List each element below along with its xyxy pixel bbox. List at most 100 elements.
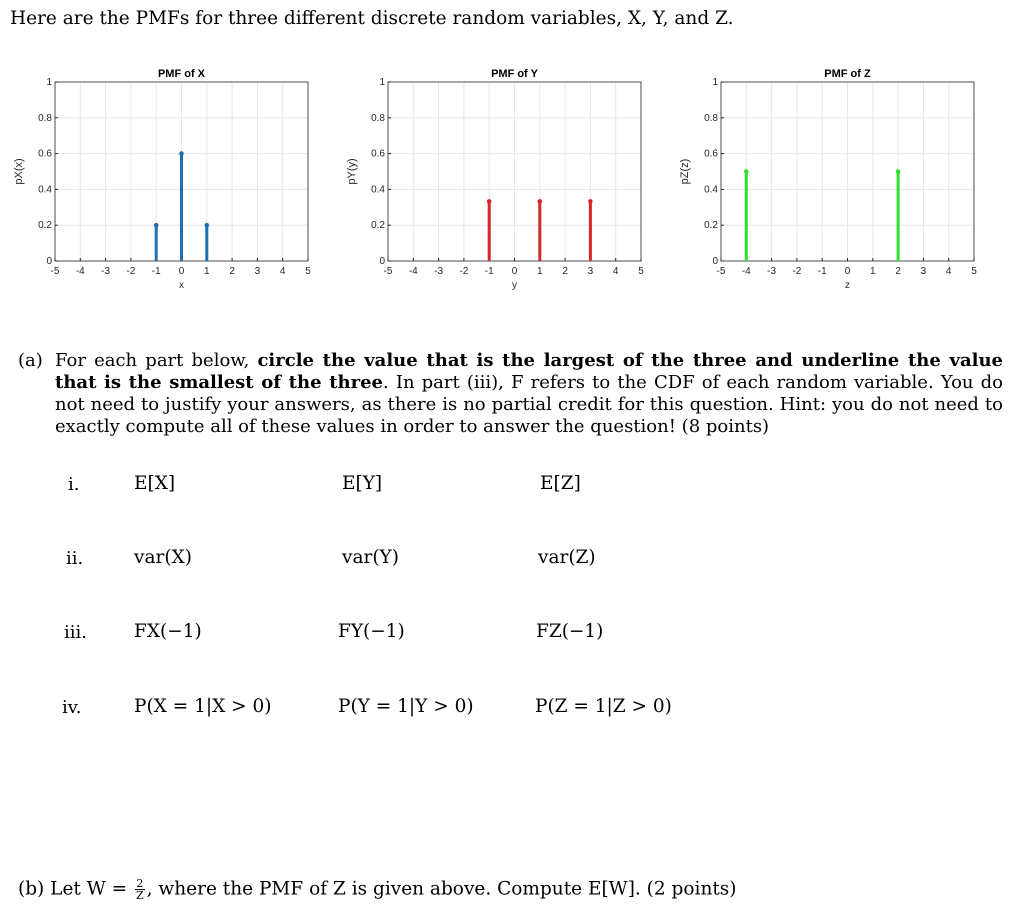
x-tick-label: -3 <box>767 266 776 277</box>
x-tick-label: -3 <box>434 266 443 277</box>
x-tick-label: -4 <box>742 266 751 277</box>
y-axis-label: pY(y) <box>346 158 358 184</box>
part-b-label: (b) <box>18 878 45 900</box>
answer-fz[interactable]: FZ(−1) <box>536 621 604 642</box>
x-tick-label: -2 <box>459 266 468 277</box>
x-tick-label: -2 <box>126 266 135 277</box>
row-i-number: i. <box>68 474 80 495</box>
stem-marker <box>537 199 543 204</box>
y-axis-label: pX(x) <box>13 158 25 184</box>
x-tick-label: -5 <box>717 266 726 277</box>
y-tick-label: 0.4 <box>38 184 52 195</box>
y-tick-label: 0.8 <box>38 113 52 124</box>
y-tick-label: 0.2 <box>704 220 718 231</box>
stem-marker <box>744 169 749 174</box>
x-tick-label: -4 <box>76 266 85 277</box>
y-tick-label: 0 <box>379 256 385 267</box>
chart-pmf-x: -5 -4 -3 -2 -1 0 1 2 3 4 5 0 0.2 0.4 0.6 0.8 1 PMF of X x p… <box>0 62 330 296</box>
part-a-text-1: For each part below, <box>55 350 258 371</box>
x-tick-label: -3 <box>101 266 110 277</box>
x-tick-label: 4 <box>280 266 286 277</box>
y-tick-label: 0.2 <box>38 220 52 231</box>
x-axis-label: x <box>179 280 184 291</box>
row-ii-number: ii. <box>66 548 84 569</box>
x-tick-label: 0 <box>845 266 851 277</box>
x-tick-label: 2 <box>895 266 901 277</box>
x-tick-label: -1 <box>818 266 827 277</box>
answer-py[interactable]: P(Y = 1|Y > 0) <box>338 696 474 717</box>
chart-pmf-y: -5 -4 -3 -2 -1 0 1 2 3 4 5 0 0.2 0.4 0.6 0.8 1 PMF of Y y p… <box>333 62 663 296</box>
chart-title: PMF of Y <box>491 68 539 80</box>
y-tick-label: 0 <box>712 256 718 267</box>
x-tick-label: 0 <box>512 266 518 277</box>
x-tick-label: 5 <box>305 266 311 277</box>
part-a: (a) For each part below, circle the valu… <box>18 350 1003 438</box>
chart-pmf-z: -5 -4 -3 -2 -1 0 1 2 3 4 5 0 0.2 0.4 0.6 0.8 1 PMF of Z z p… <box>666 62 996 296</box>
answer-px[interactable]: P(X = 1|X > 0) <box>134 696 272 717</box>
x-tick-label: 4 <box>946 266 952 277</box>
answer-ez[interactable]: E[Z] <box>540 473 581 494</box>
x-tick-label: -4 <box>409 266 418 277</box>
answer-fx[interactable]: FX(−1) <box>134 621 202 642</box>
stem-marker <box>486 199 492 204</box>
part-a-text-2: . In part (iii), F refers to the CDF of … <box>55 372 1004 437</box>
y-tick-label: 0.6 <box>371 149 385 160</box>
x-tick-label: 4 <box>613 266 619 277</box>
x-tick-label: 1 <box>870 266 876 277</box>
answer-fy[interactable]: FY(−1) <box>338 621 405 642</box>
y-tick-label: 1 <box>46 77 52 88</box>
part-b-suffix: , where the PMF of Z is given above. Com… <box>146 878 737 900</box>
x-tick-label: 3 <box>255 266 261 277</box>
stem-marker <box>179 151 184 156</box>
x-tick-label: -2 <box>792 266 801 277</box>
fraction-numerator: 2 <box>135 877 145 890</box>
answer-pz[interactable]: P(Z = 1|Z > 0) <box>535 696 672 717</box>
y-tick-label: 1 <box>379 77 385 88</box>
y-tick-label: 0.8 <box>371 113 385 124</box>
row-iv-number: iv. <box>62 697 82 718</box>
y-tick-label: 1 <box>712 77 718 88</box>
answer-var-y[interactable]: var(Y) <box>342 547 399 568</box>
x-axis-label: z <box>845 280 850 291</box>
stem-marker <box>895 169 901 174</box>
x-tick-label: 3 <box>588 266 594 277</box>
y-tick-label: 0.6 <box>704 149 718 160</box>
x-tick-label: 5 <box>638 266 644 277</box>
x-tick-label: 2 <box>562 266 568 277</box>
x-tick-label: 5 <box>971 266 977 277</box>
x-tick-label: 1 <box>537 266 543 277</box>
row-iii-number: iii. <box>64 622 87 643</box>
part-a-instructions: For each part below, circle the value th… <box>55 350 1003 438</box>
y-axis-label: pZ(z) <box>679 159 691 185</box>
y-tick-label: 0 <box>46 256 52 267</box>
fraction-denominator: Z <box>136 889 144 902</box>
intro-text: Here are the PMFs for three different di… <box>10 8 734 29</box>
y-tick-label: 0.8 <box>704 113 718 124</box>
x-tick-label: 2 <box>229 266 235 277</box>
x-axis-label: y <box>512 280 517 291</box>
x-tick-label: 0 <box>179 266 185 277</box>
x-tick-label: 3 <box>921 266 927 277</box>
chart-title: PMF of X <box>158 68 206 80</box>
x-tick-label: -5 <box>51 266 60 277</box>
x-tick-label: 1 <box>204 266 210 277</box>
answer-var-z[interactable]: var(Z) <box>538 547 596 568</box>
chart-svg: -5 -4 -3 -2 -1 0 1 2 3 4 5 0 0.2 0.4 0.6 0.8 1 PMF of Y y p… <box>346 68 644 291</box>
y-tick-label: 0.6 <box>38 149 52 160</box>
x-tick-label: -5 <box>384 266 393 277</box>
answer-ey[interactable]: E[Y] <box>342 473 383 494</box>
part-a-label: (a) <box>18 350 43 371</box>
y-tick-label: 0.4 <box>704 184 718 195</box>
answer-var-x[interactable]: var(X) <box>134 547 192 568</box>
y-tick-label: 0.4 <box>371 184 385 195</box>
chart-svg: -5 -4 -3 -2 -1 0 1 2 3 4 5 0 0.2 0.4 0.6 0.8 1 PMF of X x p… <box>13 68 311 291</box>
answer-ex[interactable]: E[X] <box>134 473 176 494</box>
part-b-prefix: Let W = <box>50 878 128 900</box>
stem-marker <box>204 222 210 228</box>
stem-marker <box>153 222 159 228</box>
x-tick-label: -1 <box>152 266 161 277</box>
x-tick-label: -1 <box>485 266 494 277</box>
chart-svg: -5 -4 -3 -2 -1 0 1 2 3 4 5 0 0.2 0.4 0.6 0.8 1 PMF of Z z p… <box>679 68 977 291</box>
chart-title: PMF of Z <box>824 68 871 80</box>
